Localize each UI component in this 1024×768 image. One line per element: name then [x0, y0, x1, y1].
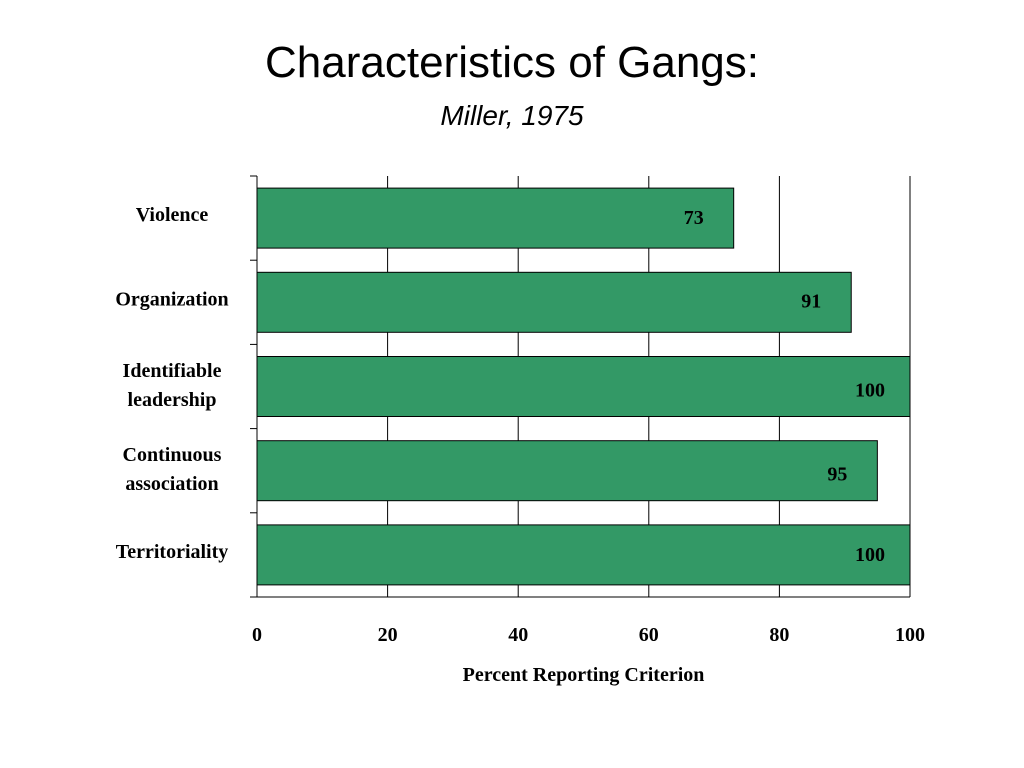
- category-label: Organization: [115, 288, 228, 310]
- x-tick-label: 0: [252, 624, 262, 646]
- x-tick-label: 100: [895, 624, 925, 646]
- bar-territoriality: [256, 524, 911, 586]
- category-label: Identifiable: [123, 360, 222, 382]
- x-tick-label: 20: [378, 624, 398, 646]
- data-label: 73: [684, 207, 704, 229]
- data-label: 100: [855, 380, 885, 402]
- category-label: association: [125, 473, 218, 495]
- bar-identifiable-leadership: [256, 356, 911, 417]
- bar-continuous-association: [256, 440, 878, 502]
- bar-violence: [256, 187, 735, 249]
- slide-title: Characteristics of Gangs:: [265, 38, 759, 87]
- data-label: 91: [801, 290, 821, 312]
- x-axis-label: Percent Reporting Criterion: [463, 664, 705, 686]
- x-tick-label: 60: [639, 624, 659, 646]
- data-label: 95: [827, 464, 847, 486]
- data-label: 100: [855, 544, 885, 566]
- category-label: Continuous: [123, 444, 222, 466]
- bar-organization: [256, 271, 852, 333]
- x-tick-label: 40: [508, 624, 528, 646]
- category-label: Violence: [136, 204, 209, 226]
- x-tick-label: 80: [769, 624, 789, 646]
- slide-subtitle: Miller, 1975: [440, 100, 584, 131]
- category-label: Territoriality: [116, 541, 229, 563]
- category-label: leadership: [128, 389, 217, 411]
